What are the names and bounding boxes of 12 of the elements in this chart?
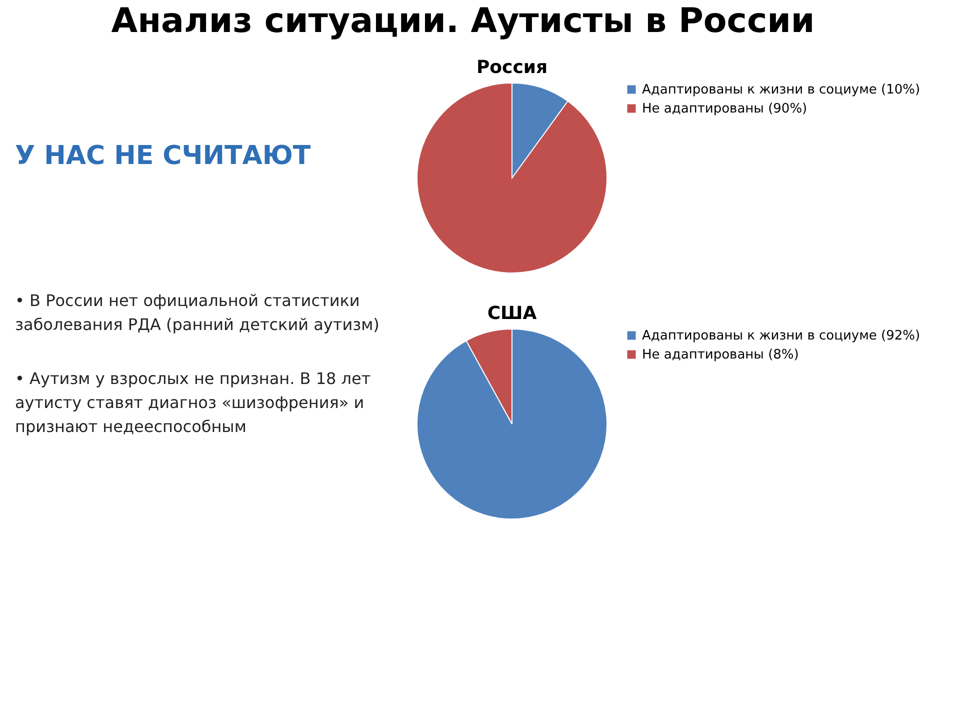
legend-label: Не адаптированы (90%): [642, 102, 808, 116]
text: Анализ ситуации. Аутисты в России: [111, 1, 815, 41]
text: • В России нет официальной статистики заболевания РДА (ранний детский аутизм): [15, 291, 380, 334]
chart-title: Россия: [476, 57, 548, 78]
text: • Аутизм у взрослых не признан. В 18 лет аутисту ставят диагноз «шизофрения» и признают недееспособным: [15, 369, 371, 436]
pie-slice: [416, 82, 608, 274]
pie-slice: [416, 328, 608, 520]
legend-label: Не адаптированы (8%): [642, 348, 799, 362]
chart-title: США: [487, 303, 537, 324]
text: У НАС НЕ СЧИТАЮТ: [15, 141, 311, 171]
legend-label: Адаптированы к жизни в социуме (10%): [642, 82, 920, 98]
legend-label: Адаптированы к жизни в социуме (92%): [642, 328, 920, 344]
